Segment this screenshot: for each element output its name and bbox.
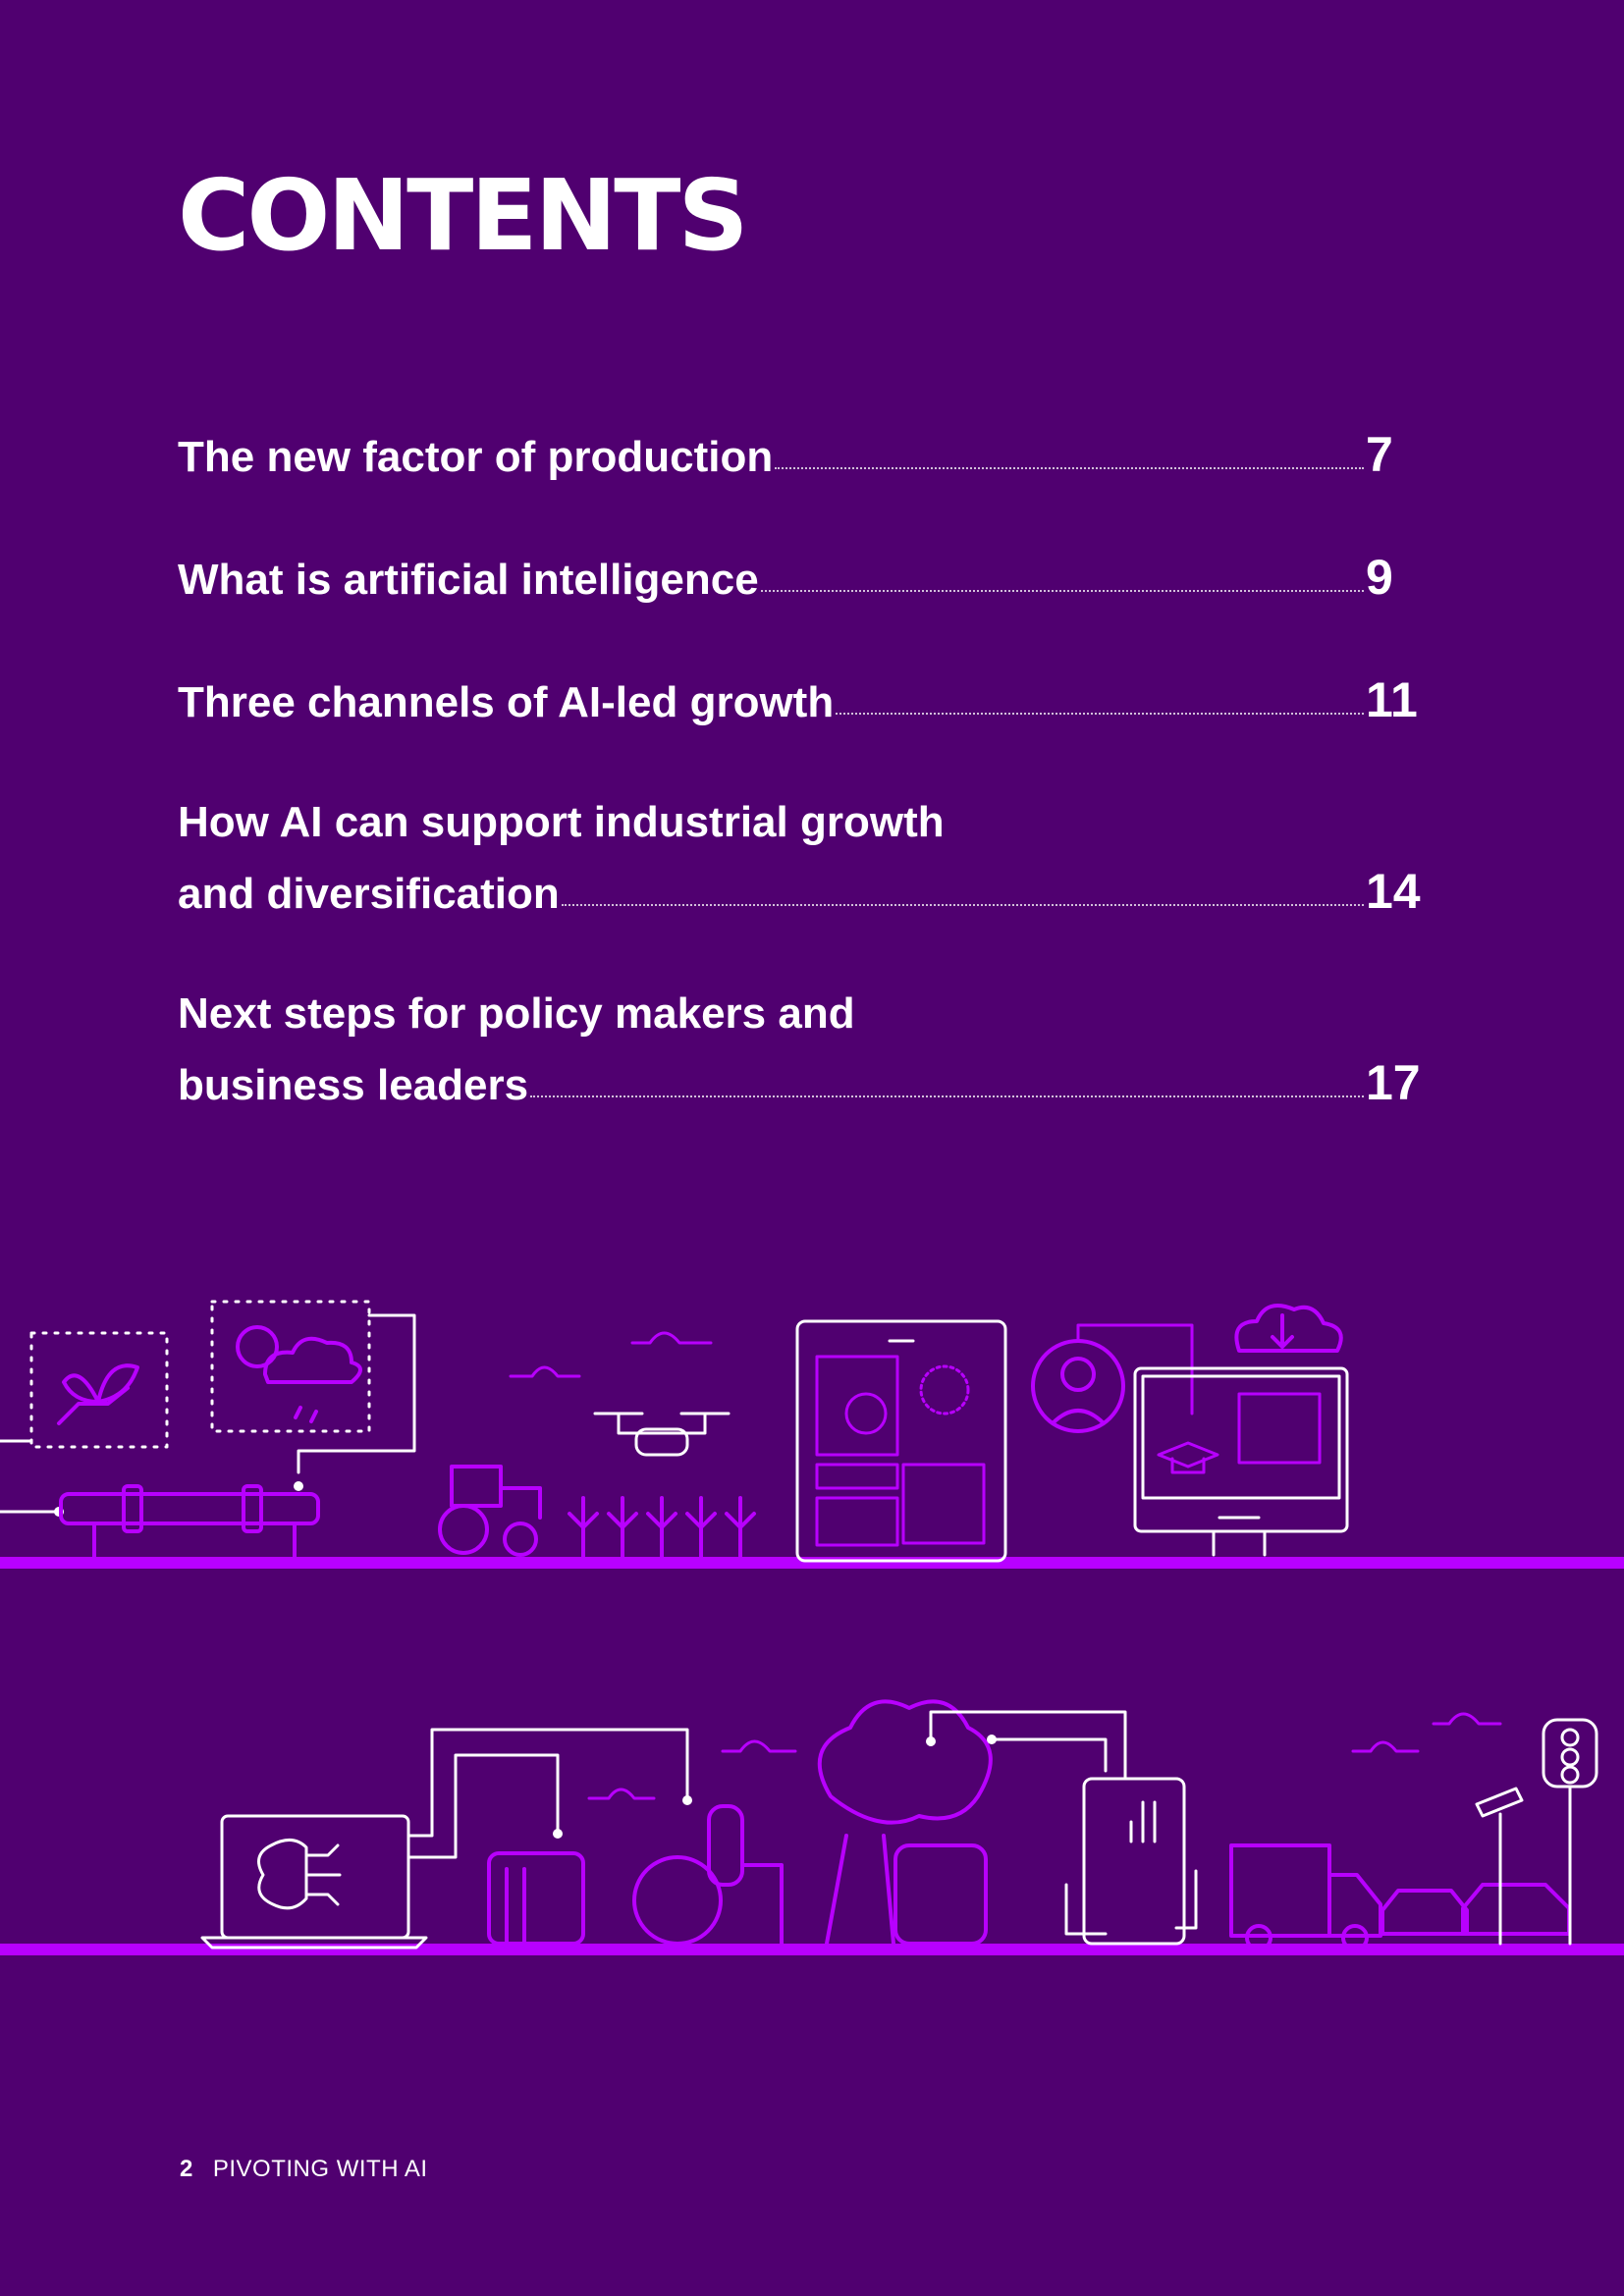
toc-entry-title-line2: and diversification xyxy=(178,870,560,918)
dotted-leader xyxy=(530,1095,1364,1097)
dotted-leader xyxy=(775,467,1364,469)
toc-entry[interactable]: Next steps for policy makers and busines… xyxy=(178,980,1425,1120)
drone-icon xyxy=(593,1412,731,1457)
toc-line: Three channels of AI-led growth 11 xyxy=(178,666,1425,737)
toc-page-number: 11 xyxy=(1366,672,1418,727)
toc-entry-title: Three channels of AI-led growth xyxy=(178,678,835,726)
monitor-certificate-icon xyxy=(1133,1366,1349,1557)
storage-tanks-icon xyxy=(487,1804,784,1946)
tablet-hand-icon xyxy=(1064,1777,1198,1946)
toc-entry-title: The new factor of production xyxy=(178,433,774,481)
pipeline-icon xyxy=(0,1484,320,1559)
dotted-leader xyxy=(561,904,1364,906)
cloud-download-icon xyxy=(1234,1304,1343,1353)
tractor-icon xyxy=(438,1465,542,1557)
tablet-dashboard-icon xyxy=(795,1319,1007,1563)
toc-page-number: 7 xyxy=(1366,427,1393,482)
page-title: CONTENTS xyxy=(178,158,749,273)
toc-entry[interactable]: Three channels of AI-led growth 11 xyxy=(178,666,1425,737)
toc-line: and diversification 14 xyxy=(178,857,1425,929)
toc-line: business leaders 17 xyxy=(178,1048,1425,1120)
dotted-leader xyxy=(836,713,1364,715)
laptop-brain-icon xyxy=(200,1814,428,1949)
traffic-light-icon xyxy=(1475,1718,1598,1946)
toc-page-number: 17 xyxy=(1366,1055,1421,1110)
weather-icon xyxy=(210,1300,371,1433)
table-of-contents: The new factor of production 7 What is a… xyxy=(178,420,1425,1171)
truck-icon xyxy=(1229,1843,1382,1951)
footer-page-number: 2 xyxy=(180,2156,193,2182)
toc-page-number: 9 xyxy=(1366,550,1393,605)
toc-line: The new factor of production 7 xyxy=(178,420,1425,492)
cars-icon xyxy=(1380,1883,1571,1936)
toc-entry-title-line2: business leaders xyxy=(178,1061,529,1109)
toc-line: What is artificial intelligence 9 xyxy=(178,543,1425,614)
avatar-icon xyxy=(1031,1339,1125,1433)
dotted-leader xyxy=(760,590,1364,592)
toc-entry-title-line1: Next steps for policy makers and xyxy=(178,989,855,1038)
toc-entry[interactable]: How AI can support industrial growth and… xyxy=(178,788,1425,929)
ground-line xyxy=(0,1944,1624,1955)
wheat-icon xyxy=(568,1496,756,1559)
toc-entry-title-line1: How AI can support industrial growth xyxy=(178,798,945,846)
factory-smoke-icon xyxy=(817,1699,993,1946)
toc-entry[interactable]: What is artificial intelligence 9 xyxy=(178,543,1425,614)
toc-entry[interactable]: The new factor of production 7 xyxy=(178,420,1425,492)
plant-hand-icon xyxy=(0,1331,169,1449)
toc-entry-title: What is artificial intelligence xyxy=(178,556,759,604)
ground-line xyxy=(0,1557,1624,1569)
footer-label: PIVOTING WITH AI xyxy=(212,2156,428,2182)
page-footer: 2 PIVOTING WITH AI xyxy=(180,2156,428,2183)
agriculture-tech-illustration xyxy=(0,1300,1624,1569)
toc-page-number: 14 xyxy=(1366,864,1421,919)
industry-city-illustration xyxy=(0,1699,1624,1955)
